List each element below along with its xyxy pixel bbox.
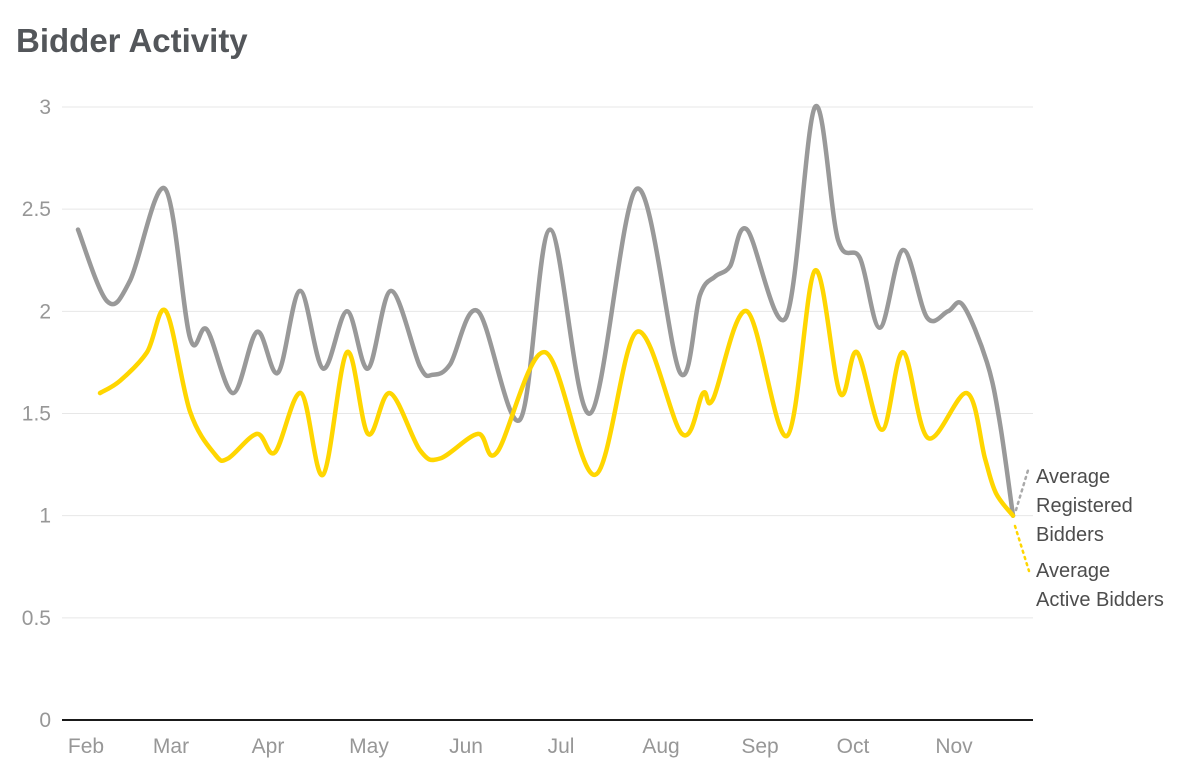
y-tick-label: 1.5 [22, 403, 51, 426]
x-tick-label: May [349, 735, 389, 758]
x-tick-label: Sep [741, 735, 778, 758]
x-tick-label: Jun [449, 735, 483, 758]
y-tick-label: 1 [39, 505, 51, 528]
x-tick-label: Jul [548, 735, 575, 758]
leader-active [1013, 524, 1031, 573]
series-line-registered-bidders [75, 104, 1016, 518]
x-tick-label: Oct [837, 735, 870, 758]
x-tick-label: Mar [153, 735, 189, 758]
y-tick-label: 0 [39, 709, 51, 732]
x-tick-label: Nov [935, 735, 973, 758]
x-tick-label: Aug [642, 735, 679, 758]
chart-title: Bidder Activity [16, 22, 248, 59]
y-tick-label: 2.5 [22, 198, 51, 221]
x-tick-label: Apr [252, 735, 285, 758]
legend-label-registered-bidders: Average Registered Bidders [1036, 466, 1133, 546]
y-tick-label: 2 [39, 300, 51, 323]
legend-label-active-bidders: Average Active Bidders [1036, 560, 1164, 611]
series-line-active-bidders [97, 268, 1016, 518]
y-tick-label: 3 [39, 96, 51, 119]
x-tick-label: Feb [68, 735, 104, 758]
y-tick-label: 0.5 [22, 607, 51, 630]
leader-registered [1014, 465, 1031, 512]
